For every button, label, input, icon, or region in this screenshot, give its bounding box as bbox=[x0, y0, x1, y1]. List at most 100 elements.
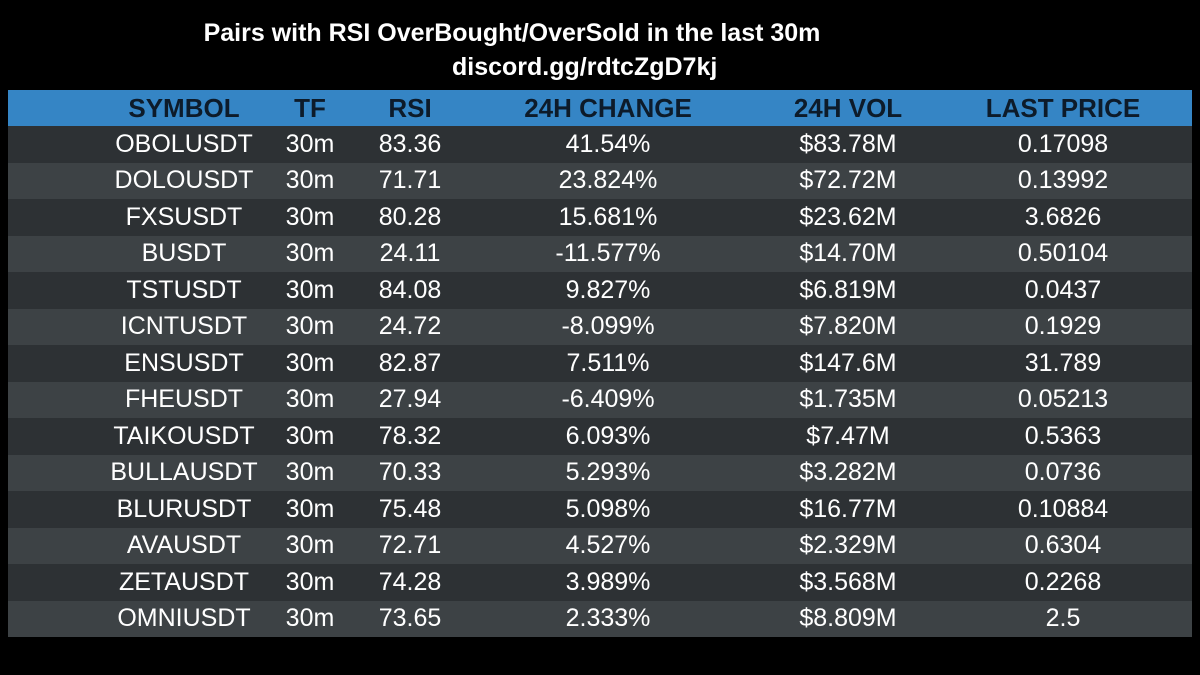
page-title: Pairs with RSI OverBought/OverSold in th… bbox=[203, 19, 821, 47]
rsi-cell: 74.28 bbox=[378, 567, 442, 596]
rsi-cell: 24.11 bbox=[379, 239, 441, 268]
table-header-row: SYMBOL TF RSI 24H CHANGE 24H VOL LAST PR… bbox=[8, 90, 1192, 126]
change-cell: -6.409% bbox=[561, 385, 655, 414]
table-row: AVAUSDT 30m 72.71 4.527% $2.329M 0.6304 bbox=[8, 527, 1192, 564]
change-cell: 15.681% bbox=[558, 202, 658, 231]
price-cell: 0.17098 bbox=[1017, 129, 1109, 158]
symbol-cell: OBOLUSDT bbox=[115, 129, 253, 158]
symbol-cell: ICNTUSDT bbox=[120, 312, 248, 341]
rsi-cell: 82.87 bbox=[378, 348, 442, 377]
table-row: BULLAUSDT 30m 70.33 5.293% $3.282M 0.0736 bbox=[8, 454, 1192, 491]
tf-cell: 30m bbox=[285, 567, 335, 596]
price-cell: 2.5 bbox=[1045, 604, 1081, 633]
table-row: BLURUSDT 30m 75.48 5.098% $16.77M 0.10884 bbox=[8, 491, 1192, 528]
change-cell: 5.293% bbox=[565, 458, 651, 487]
discord-link[interactable]: discord.gg/rdtcZgD7kj bbox=[452, 53, 718, 81]
volume-cell: $83.78M bbox=[799, 129, 897, 158]
table-row: ZETAUSDT 30m 74.28 3.989% $3.568M 0.2268 bbox=[8, 564, 1192, 601]
change-cell: 9.827% bbox=[565, 275, 651, 304]
volume-cell: $1.735M bbox=[799, 385, 897, 414]
change-cell: 3.989% bbox=[565, 567, 651, 596]
header-tf: TF bbox=[294, 92, 326, 123]
symbol-cell: FHEUSDT bbox=[124, 385, 244, 414]
symbol-cell: BUSDT bbox=[141, 239, 227, 268]
change-cell: 41.54% bbox=[565, 129, 651, 158]
rsi-cell: 75.48 bbox=[378, 494, 442, 523]
rsi-cell: 71.71 bbox=[378, 166, 442, 195]
symbol-cell: FXSUSDT bbox=[125, 202, 243, 231]
price-cell: 0.2268 bbox=[1024, 567, 1102, 596]
price-cell: 0.13992 bbox=[1017, 166, 1109, 195]
volume-cell: $8.809M bbox=[799, 604, 897, 633]
tf-cell: 30m bbox=[285, 202, 335, 231]
price-cell: 0.1929 bbox=[1024, 312, 1102, 341]
tf-cell: 30m bbox=[285, 129, 335, 158]
symbol-cell: TSTUSDT bbox=[126, 275, 242, 304]
symbol-cell: BLURUSDT bbox=[116, 494, 252, 523]
symbol-cell: TAIKOUSDT bbox=[113, 421, 255, 450]
rsi-cell: 80.28 bbox=[378, 202, 442, 231]
price-cell: 0.5363 bbox=[1024, 421, 1102, 450]
price-cell: 0.0437 bbox=[1024, 275, 1102, 304]
volume-cell: $6.819M bbox=[799, 275, 897, 304]
volume-cell: $14.70M bbox=[799, 239, 897, 268]
change-cell: -11.577% bbox=[555, 239, 661, 268]
tf-cell: 30m bbox=[285, 239, 335, 268]
price-cell: 3.6826 bbox=[1024, 202, 1102, 231]
header-last-price: LAST PRICE bbox=[985, 92, 1141, 123]
header-symbol: SYMBOL bbox=[128, 92, 240, 123]
change-cell: 23.824% bbox=[558, 166, 658, 195]
change-cell: 7.511% bbox=[566, 348, 650, 377]
table-row: TAIKOUSDT 30m 78.32 6.093% $7.47M 0.5363 bbox=[8, 418, 1192, 455]
tf-cell: 30m bbox=[285, 312, 335, 341]
table-row: OBOLUSDT 30m 83.36 41.54% $83.78M 0.17098 bbox=[8, 126, 1192, 163]
tf-cell: 30m bbox=[285, 604, 335, 633]
table-row: BUSDT 30m 24.11 -11.577% $14.70M 0.50104 bbox=[8, 235, 1192, 272]
table-row: OMNIUSDT 30m 73.65 2.333% $8.809M 2.5 bbox=[8, 600, 1192, 637]
tf-cell: 30m bbox=[285, 166, 335, 195]
change-cell: 5.098% bbox=[565, 494, 651, 523]
price-cell: 0.50104 bbox=[1017, 239, 1109, 268]
symbol-cell: OMNIUSDT bbox=[117, 604, 251, 633]
volume-cell: $3.282M bbox=[799, 458, 897, 487]
volume-cell: $16.77M bbox=[799, 494, 897, 523]
header-24h-change: 24H CHANGE bbox=[524, 92, 692, 123]
price-cell: 0.0736 bbox=[1024, 458, 1102, 487]
table-row: FXSUSDT 30m 80.28 15.681% $23.62M 3.6826 bbox=[8, 199, 1192, 236]
volume-cell: $2.329M bbox=[799, 531, 897, 560]
volume-cell: $72.72M bbox=[799, 166, 897, 195]
change-cell: 6.093% bbox=[565, 421, 651, 450]
table-body: OBOLUSDT 30m 83.36 41.54% $83.78M 0.17098 DOLO… bbox=[8, 126, 1192, 637]
tf-cell: 30m bbox=[285, 421, 335, 450]
volume-cell: $147.6M bbox=[799, 348, 897, 377]
rsi-cell: 84.08 bbox=[378, 275, 442, 304]
price-cell: 0.05213 bbox=[1017, 385, 1109, 414]
change-cell: 4.527% bbox=[565, 531, 651, 560]
rsi-cell: 83.36 bbox=[378, 129, 442, 158]
rsi-cell: 27.94 bbox=[378, 385, 442, 414]
tf-cell: 30m bbox=[285, 348, 335, 377]
change-cell: 2.333% bbox=[565, 604, 651, 633]
volume-cell: $3.568M bbox=[799, 567, 897, 596]
symbol-cell: AVAUSDT bbox=[126, 531, 242, 560]
table-row: ENSUSDT 30m 82.87 7.511% $147.6M 31.789 bbox=[8, 345, 1192, 382]
symbol-cell: ZETAUSDT bbox=[118, 567, 250, 596]
volume-cell: $23.62M bbox=[799, 202, 897, 231]
tf-cell: 30m bbox=[285, 494, 335, 523]
rsi-cell: 24.72 bbox=[378, 312, 442, 341]
volume-cell: $7.47M bbox=[806, 421, 890, 450]
rsi-table: SYMBOL TF RSI 24H CHANGE 24H VOL LAST PR… bbox=[8, 90, 1192, 637]
rsi-cell: 70.33 bbox=[378, 458, 442, 487]
price-cell: 0.6304 bbox=[1024, 531, 1102, 560]
table-row: FHEUSDT 30m 27.94 -6.409% $1.735M 0.05213 bbox=[8, 381, 1192, 418]
symbol-cell: ENSUSDT bbox=[124, 348, 244, 377]
rsi-cell: 78.32 bbox=[378, 421, 442, 450]
rsi-cell: 72.71 bbox=[378, 531, 442, 560]
volume-cell: $7.820M bbox=[799, 312, 897, 341]
header-rsi: RSI bbox=[388, 92, 432, 123]
symbol-cell: DOLOUSDT bbox=[114, 166, 254, 195]
tf-cell: 30m bbox=[285, 531, 335, 560]
price-cell: 0.10884 bbox=[1017, 494, 1109, 523]
rsi-cell: 73.65 bbox=[378, 604, 442, 633]
tf-cell: 30m bbox=[285, 458, 335, 487]
